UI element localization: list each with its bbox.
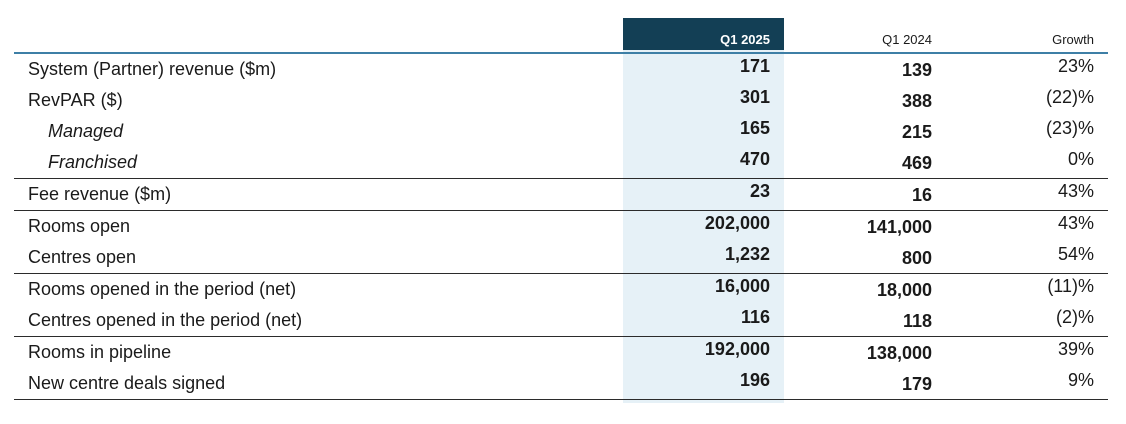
table-group: Rooms open 202,000 141,000 43% Centres o… [14, 211, 1108, 274]
row-label: System (Partner) revenue ($m) [28, 59, 277, 79]
value-q1-2025: 192,000 [704, 339, 770, 359]
table-row: New centre deals signed 196 179 9% [14, 368, 1108, 399]
value-q1-2025: 301 [739, 87, 770, 107]
table-header: Q1 2025 Q1 2024 Growth [14, 18, 1108, 54]
value-growth: 23% [1057, 56, 1094, 76]
value-q1-2024: 138,000 [866, 343, 932, 363]
value-q1-2025: 202,000 [704, 213, 770, 233]
value-growth: (11)% [1047, 276, 1094, 296]
header-q1-2024: Q1 2024 [882, 32, 932, 47]
value-q1-2025: 165 [739, 118, 770, 138]
row-label: Centres opened in the period (net) [28, 310, 303, 330]
value-q1-2025: 196 [739, 370, 770, 390]
table-row: Rooms open 202,000 141,000 43% [14, 211, 1108, 242]
row-label: Rooms in pipeline [28, 342, 172, 362]
value-q1-2024: 139 [901, 60, 932, 80]
value-growth: (22)% [1045, 87, 1094, 107]
value-growth: 0% [1067, 149, 1094, 169]
kpi-table: Q1 2025 Q1 2024 Growth System (Partner) … [14, 18, 1108, 403]
value-q1-2024: 179 [901, 374, 932, 394]
row-label: Managed [48, 121, 124, 141]
value-q1-2024: 800 [901, 248, 932, 268]
row-label: Rooms opened in the period (net) [28, 279, 297, 299]
value-growth: 9% [1067, 370, 1094, 390]
value-q1-2025: 470 [739, 149, 770, 169]
row-label: RevPAR ($) [28, 90, 123, 110]
value-growth: 43% [1057, 181, 1094, 201]
value-q1-2025: 16,000 [714, 276, 770, 296]
value-growth: 39% [1057, 339, 1094, 359]
table-group: Rooms opened in the period (net) 16,000 … [14, 274, 1108, 337]
value-q1-2024: 118 [902, 311, 932, 331]
table-row: Managed 165 215 (23)% [14, 116, 1108, 147]
table-row: Franchised 470 469 0% [14, 147, 1108, 178]
table-row: Rooms opened in the period (net) 16,000 … [14, 274, 1108, 305]
value-q1-2025: 116 [740, 307, 770, 327]
value-growth: 54% [1057, 244, 1094, 264]
value-q1-2024: 215 [901, 122, 932, 142]
value-q1-2025: 23 [749, 181, 770, 201]
table-row: RevPAR ($) 301 388 (22)% [14, 85, 1108, 116]
value-q1-2024: 16 [911, 185, 932, 205]
table-group: System (Partner) revenue ($m) 171 139 23… [14, 54, 1108, 179]
value-growth: (2)% [1055, 307, 1094, 327]
table-group: Fee revenue ($m) 23 16 43% [14, 179, 1108, 211]
value-q1-2024: 18,000 [876, 280, 932, 300]
row-label: Franchised [48, 152, 138, 172]
table-row: Centres open 1,232 800 54% [14, 242, 1108, 273]
value-growth: (23)% [1045, 118, 1094, 138]
row-label: Rooms open [28, 216, 131, 236]
value-q1-2025: 171 [739, 56, 770, 76]
row-label: Centres open [28, 247, 137, 267]
table-row: Rooms in pipeline 192,000 138,000 39% [14, 337, 1108, 368]
value-q1-2024: 388 [901, 91, 932, 111]
q1-2025-column-highlight [623, 50, 784, 403]
row-label: New centre deals signed [28, 373, 226, 393]
table-row: Centres opened in the period (net) 116 1… [14, 305, 1108, 336]
value-q1-2025: 1,232 [724, 244, 770, 264]
value-q1-2024: 469 [901, 153, 932, 173]
value-growth: 43% [1057, 213, 1094, 233]
table-group: Rooms in pipeline 192,000 138,000 39% Ne… [14, 337, 1108, 400]
table-row: Fee revenue ($m) 23 16 43% [14, 179, 1108, 210]
row-label: Fee revenue ($m) [28, 184, 172, 204]
header-growth: Growth [1052, 32, 1094, 47]
table-row: System (Partner) revenue ($m) 171 139 23… [14, 54, 1108, 85]
header-q1-2025: Q1 2025 [623, 18, 784, 50]
value-q1-2024: 141,000 [866, 217, 932, 237]
